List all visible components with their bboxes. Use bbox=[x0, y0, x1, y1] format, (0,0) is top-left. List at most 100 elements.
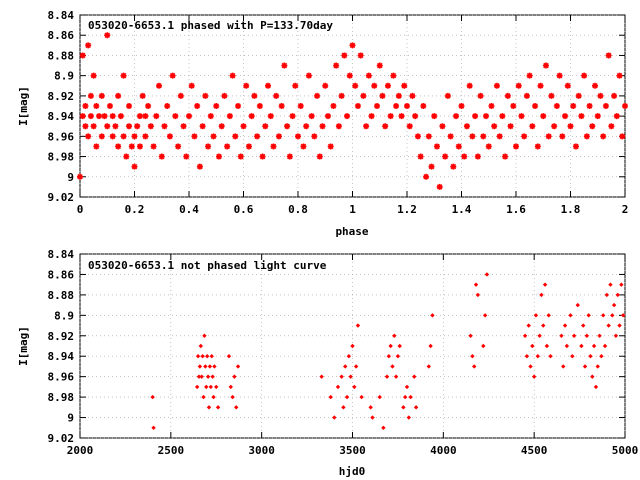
data-point bbox=[344, 113, 351, 120]
data-point bbox=[586, 313, 591, 318]
data-point bbox=[166, 133, 173, 140]
y-tick-label: 8.88 bbox=[48, 49, 75, 62]
data-point bbox=[343, 364, 348, 369]
y-tick-label: 8.9 bbox=[54, 309, 74, 322]
x-tick-label: 1.6 bbox=[506, 203, 526, 216]
data-point bbox=[455, 143, 462, 150]
data-point bbox=[379, 92, 386, 99]
data-point bbox=[139, 92, 146, 99]
data-point bbox=[352, 82, 359, 89]
plot-frame bbox=[79, 14, 626, 198]
data-point bbox=[275, 133, 282, 140]
y-tick-label: 8.98 bbox=[48, 391, 75, 404]
data-point bbox=[428, 163, 435, 170]
data-point bbox=[572, 143, 579, 150]
data-point bbox=[390, 364, 395, 369]
data-point bbox=[240, 123, 247, 130]
x-tick-label: 0.6 bbox=[234, 203, 254, 216]
data-point bbox=[251, 92, 258, 99]
data-point bbox=[613, 333, 619, 338]
data-point bbox=[431, 113, 438, 120]
data-point bbox=[395, 92, 402, 99]
data-point bbox=[474, 153, 481, 160]
x-axis-label: hjd0 bbox=[339, 465, 366, 478]
data-point bbox=[316, 153, 323, 160]
data-point bbox=[228, 384, 233, 390]
y-tick-label: 8.92 bbox=[48, 330, 75, 343]
data-point bbox=[542, 282, 548, 287]
data-point bbox=[556, 72, 563, 79]
x-tick-label: 0.2 bbox=[125, 203, 145, 216]
data-point bbox=[210, 133, 217, 140]
data-point bbox=[482, 313, 488, 318]
data-points bbox=[77, 32, 628, 190]
data-point bbox=[232, 133, 239, 140]
data-point bbox=[254, 133, 261, 140]
data-point bbox=[205, 143, 212, 150]
data-point bbox=[235, 364, 241, 369]
data-point bbox=[350, 343, 355, 349]
data-point bbox=[616, 72, 623, 79]
data-point bbox=[406, 415, 412, 420]
data-point bbox=[597, 92, 604, 99]
data-point bbox=[333, 62, 340, 69]
data-point bbox=[172, 113, 179, 120]
data-point bbox=[493, 82, 500, 89]
data-point bbox=[461, 153, 468, 160]
data-point bbox=[120, 72, 127, 79]
data-point bbox=[142, 113, 149, 120]
data-point bbox=[196, 374, 202, 379]
data-point bbox=[224, 143, 231, 150]
data-point bbox=[619, 133, 626, 140]
data-point bbox=[447, 133, 454, 140]
data-point bbox=[387, 113, 394, 120]
data-point bbox=[196, 163, 203, 170]
data-point bbox=[606, 323, 611, 328]
data-point bbox=[359, 394, 364, 400]
data-point bbox=[595, 364, 600, 369]
data-point bbox=[278, 103, 285, 109]
data-point bbox=[542, 62, 549, 69]
data-point bbox=[126, 123, 133, 130]
y-tick-label: 8.86 bbox=[48, 268, 75, 281]
data-point bbox=[308, 113, 315, 120]
data-point bbox=[115, 143, 122, 150]
data-point bbox=[199, 374, 204, 379]
data-point bbox=[481, 343, 486, 349]
data-point bbox=[468, 333, 473, 338]
data-point bbox=[499, 113, 506, 120]
data-point bbox=[472, 364, 477, 369]
data-point bbox=[589, 123, 596, 130]
data-point bbox=[581, 323, 586, 328]
data-point bbox=[142, 133, 149, 140]
data-point bbox=[131, 133, 138, 140]
data-point bbox=[214, 384, 219, 390]
data-point bbox=[295, 133, 301, 140]
y-tick-label: 8.84 bbox=[48, 9, 75, 22]
data-point bbox=[617, 323, 622, 328]
data-point bbox=[610, 313, 615, 318]
data-point bbox=[483, 113, 490, 120]
data-point bbox=[539, 292, 544, 298]
data-point bbox=[186, 113, 192, 120]
data-point bbox=[433, 143, 440, 150]
data-point bbox=[382, 123, 389, 130]
data-point bbox=[203, 364, 208, 369]
data-point bbox=[201, 394, 206, 400]
data-point bbox=[513, 143, 519, 150]
data-point bbox=[515, 82, 522, 89]
data-point bbox=[428, 343, 433, 349]
data-point bbox=[402, 394, 408, 400]
data-point bbox=[371, 82, 378, 89]
data-point bbox=[613, 113, 620, 120]
data-point bbox=[188, 82, 195, 89]
unphased-light-curve-panel: 2000 2500 3000 3500 4000 4500 5000 8.84 8.86 8.88… bbox=[17, 248, 638, 478]
y-tick-label: 8.84 bbox=[48, 248, 75, 261]
y-tick-label: 8.94 bbox=[48, 110, 75, 123]
data-point bbox=[562, 113, 569, 120]
x-tick-label: 4500 bbox=[521, 444, 548, 457]
data-point bbox=[531, 374, 537, 379]
x-tick-label: 2500 bbox=[158, 444, 185, 457]
data-point bbox=[567, 123, 574, 130]
data-point bbox=[406, 123, 413, 130]
